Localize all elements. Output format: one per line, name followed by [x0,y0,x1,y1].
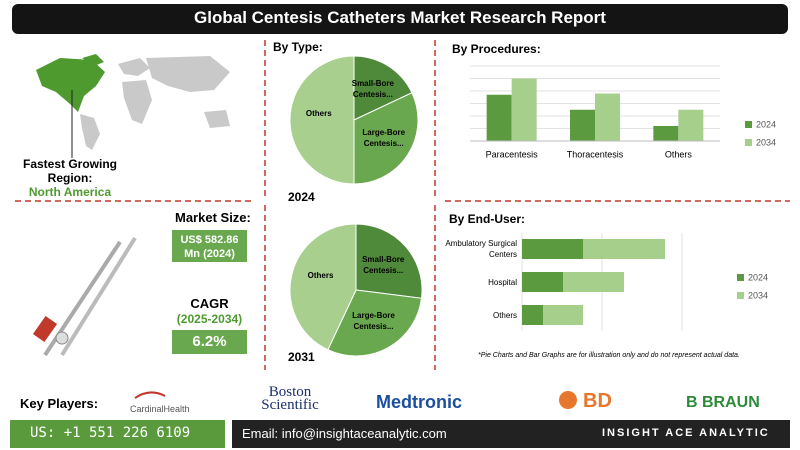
catheter-illustration [32,236,137,357]
email: Email: info@insightaceanalytic.com [242,426,447,441]
footnote: *Pie Charts and Bar Graphs are for illus… [478,352,740,359]
bar [543,305,583,325]
y-tick-label: Hospital [488,277,517,287]
cagr-label: CAGR [190,296,229,311]
pie-slice [289,55,355,185]
slice-label: Small-Bore Centesis... [351,79,394,100]
legend-label: 2024 [756,119,776,129]
market-size-value: US$ 582.86 Mn (2024) [180,234,239,260]
key-players-label: Key Players: [20,396,99,411]
chart-subtitle: 2031 [288,350,315,364]
bar [522,305,543,325]
bar [511,78,537,141]
bar [570,109,595,141]
legend-label: 2034 [756,137,776,147]
x-tick-label: Others [665,149,693,159]
chart-title: By Type: [273,40,323,54]
bar [653,126,679,141]
x-tick-label: Paracentesis [486,149,539,159]
legend-swatch [737,274,744,281]
player-logo: BD [583,390,612,412]
legend-label: 2024 [748,272,768,282]
cagr-box [172,330,247,354]
email-bar [232,420,790,448]
player-logo: B BRAUN [686,394,760,411]
cagr-period: (2025-2034) [176,312,243,326]
player-logo: CardinalHealth [130,404,190,414]
bar [486,94,512,141]
slice-label: Small-Bore Centesis... [362,254,405,275]
chart-title: By End-User: [449,212,526,226]
slice-label: Large-Bore Centesis... [352,310,395,331]
slice-label: Others [305,109,332,118]
chart-title: By Procedures: [452,42,541,56]
bar [522,239,583,259]
market-size-label: Market Size: [175,210,251,225]
title-bar [12,4,788,34]
region-value: North America [28,185,112,199]
brand: INSIGHT ACE ANALYTIC [602,427,770,439]
bar [678,109,704,141]
pie-slice [353,55,413,121]
legend-swatch [737,292,744,299]
region-label: Fastest Growing Region: [22,157,117,185]
chart-subtitle: 2024 [288,190,315,204]
world-map [36,54,230,150]
dividers [15,40,790,370]
bar [583,239,665,259]
market-size-box [172,230,247,262]
bd-icon [559,391,577,409]
phone: US: +1 551 226 6109 [30,425,191,441]
player-logo: Medtronic [376,392,463,412]
pie-slice [289,223,357,351]
cardinal-swoosh [134,391,166,399]
player-logo: Boston Scientific [261,384,319,413]
cagr-value: 6.2% [192,333,227,350]
pie-slice [353,92,419,185]
phone-bar [10,420,225,448]
bar [522,272,563,292]
slice-label: Others [307,271,334,281]
legend-label: 2034 [748,290,768,300]
slice-label: Large-Bore Centesis... [362,127,406,148]
legend-swatch [745,139,752,146]
pie-slice [327,289,423,357]
bar [563,272,624,292]
y-tick-label: Ambulatory Surgical Centers [445,239,517,259]
bar [595,93,620,141]
x-tick-label: Thoracentesis [567,149,624,159]
y-tick-label: Others [492,310,517,320]
page-title: Global Centesis Catheters Market Researc… [194,8,606,27]
pie-slice [355,223,423,299]
legend-swatch [745,121,752,128]
